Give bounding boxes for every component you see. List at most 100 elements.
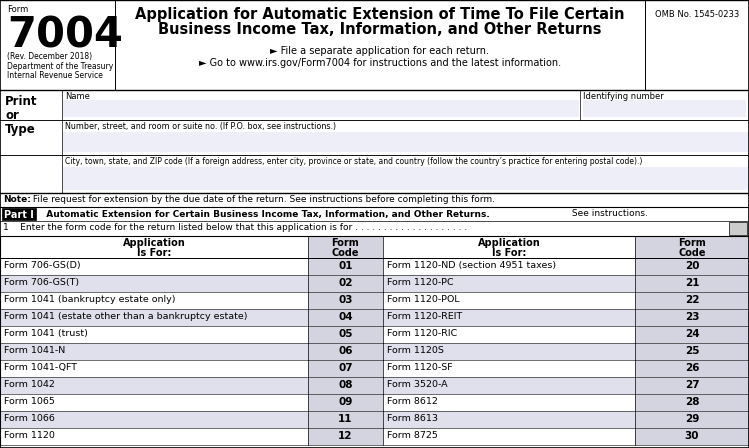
Bar — [308, 394, 383, 411]
Text: Form 1120-REIT: Form 1120-REIT — [387, 312, 462, 321]
Bar — [0, 343, 308, 360]
Text: Form 8725: Form 8725 — [387, 431, 438, 440]
Text: or: or — [5, 109, 19, 122]
Text: Note:: Note: — [3, 195, 31, 204]
Bar — [63, 167, 748, 190]
Text: Form 1120-SF: Form 1120-SF — [387, 363, 452, 372]
Text: Form 1041 (trust): Form 1041 (trust) — [4, 329, 88, 338]
Text: 05: 05 — [339, 329, 353, 339]
Bar — [635, 360, 749, 377]
Text: OMB No. 1545-0233: OMB No. 1545-0233 — [655, 10, 739, 19]
Text: Form: Form — [7, 5, 28, 14]
Text: Application: Application — [478, 238, 540, 248]
Text: Form 3520-A: Form 3520-A — [387, 380, 448, 389]
Bar — [0, 428, 308, 445]
Bar — [729, 222, 747, 235]
Text: Automatic Extension for Certain Business Income Tax, Information, and Other Retu: Automatic Extension for Certain Business… — [40, 210, 490, 219]
Bar — [308, 377, 383, 394]
Text: 23: 23 — [685, 312, 700, 322]
Text: 30: 30 — [685, 431, 700, 441]
Text: 26: 26 — [685, 363, 700, 373]
Text: Code: Code — [679, 248, 706, 258]
Bar — [635, 236, 749, 258]
Text: 02: 02 — [339, 278, 353, 288]
Text: Form 1120-PC: Form 1120-PC — [387, 278, 454, 287]
Bar — [0, 155, 749, 193]
Text: 04: 04 — [339, 312, 353, 322]
Text: Form 1120: Form 1120 — [4, 431, 55, 440]
Bar — [308, 411, 383, 428]
Text: Form 8612: Form 8612 — [387, 397, 438, 406]
Bar — [0, 326, 308, 343]
Bar — [383, 292, 635, 309]
Text: 09: 09 — [339, 397, 353, 407]
Text: Application for Automatic Extension of Time To File Certain: Application for Automatic Extension of T… — [136, 7, 625, 22]
Bar — [635, 343, 749, 360]
Text: 01: 01 — [339, 261, 353, 271]
Text: Form 8613: Form 8613 — [387, 414, 438, 423]
Text: File request for extension by the due date of the return. See instructions befor: File request for extension by the due da… — [30, 195, 495, 204]
Bar — [308, 326, 383, 343]
Text: Form: Form — [332, 238, 360, 248]
Text: Form 1042: Form 1042 — [4, 380, 55, 389]
Bar — [0, 193, 749, 207]
Text: Form 1041-N: Form 1041-N — [4, 346, 65, 355]
Bar — [0, 394, 308, 411]
Bar — [383, 411, 635, 428]
Bar — [635, 292, 749, 309]
Text: Form 1120-POL: Form 1120-POL — [387, 295, 460, 304]
Bar — [635, 326, 749, 343]
Bar — [383, 394, 635, 411]
Text: Number, street, and room or suite no. (If P.O. box, see instructions.): Number, street, and room or suite no. (I… — [65, 122, 336, 131]
Bar — [0, 292, 308, 309]
Text: 1    Enter the form code for the return listed below that this application is fo: 1 Enter the form code for the return lis… — [3, 224, 467, 233]
Text: Identifying number: Identifying number — [583, 92, 664, 101]
Text: 20: 20 — [685, 261, 700, 271]
Bar — [308, 236, 383, 258]
Bar — [383, 377, 635, 394]
Bar — [63, 100, 579, 117]
Text: 03: 03 — [339, 295, 353, 305]
Bar — [0, 360, 308, 377]
Text: 24: 24 — [685, 329, 700, 339]
Bar — [2, 208, 36, 220]
Bar — [0, 275, 308, 292]
Bar — [308, 292, 383, 309]
Bar — [308, 428, 383, 445]
Bar — [0, 258, 308, 275]
Bar — [635, 411, 749, 428]
Text: Form 706-GS(T): Form 706-GS(T) — [4, 278, 79, 287]
Text: Type: Type — [5, 123, 36, 136]
Bar — [635, 258, 749, 275]
Bar — [308, 360, 383, 377]
Text: 21: 21 — [685, 278, 700, 288]
Text: 22: 22 — [685, 295, 700, 305]
Bar — [383, 275, 635, 292]
Text: Form 1041 (bankruptcy estate only): Form 1041 (bankruptcy estate only) — [4, 295, 175, 304]
Bar — [308, 309, 383, 326]
Text: Form 1120-ND (section 4951 taxes): Form 1120-ND (section 4951 taxes) — [387, 261, 556, 270]
Text: Is For:: Is For: — [492, 248, 527, 258]
Text: Internal Revenue Service: Internal Revenue Service — [7, 71, 103, 80]
Text: 12: 12 — [339, 431, 353, 441]
Bar — [63, 132, 748, 152]
Text: Form 706-GS(D): Form 706-GS(D) — [4, 261, 81, 270]
Bar — [635, 275, 749, 292]
Bar — [0, 90, 749, 120]
Text: 7004: 7004 — [7, 14, 123, 56]
Text: See instructions.: See instructions. — [569, 210, 648, 219]
Bar — [383, 236, 635, 258]
Bar — [308, 343, 383, 360]
Bar — [0, 0, 115, 90]
Text: Part I: Part I — [4, 210, 34, 220]
Bar — [635, 377, 749, 394]
Bar — [635, 428, 749, 445]
Text: Business Income Tax, Information, and Other Returns: Business Income Tax, Information, and Ot… — [158, 22, 601, 37]
Bar — [383, 360, 635, 377]
Text: Form: Form — [678, 238, 706, 248]
Text: ► Go to www.irs.gov/Form7004 for instructions and the latest information.: ► Go to www.irs.gov/Form7004 for instruc… — [199, 58, 561, 68]
Bar — [0, 221, 749, 236]
Bar — [635, 309, 749, 326]
Bar — [0, 120, 749, 155]
Text: ► File a separate application for each return.: ► File a separate application for each r… — [270, 46, 490, 56]
